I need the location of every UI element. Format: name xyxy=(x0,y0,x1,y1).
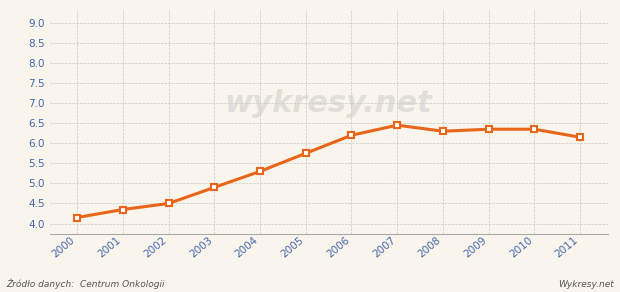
Text: Źródło danych:  Centrum Onkologii: Źródło danych: Centrum Onkologii xyxy=(6,279,165,289)
Text: Wykresy.net: Wykresy.net xyxy=(558,280,614,289)
Text: wykresy.net: wykresy.net xyxy=(224,89,433,118)
